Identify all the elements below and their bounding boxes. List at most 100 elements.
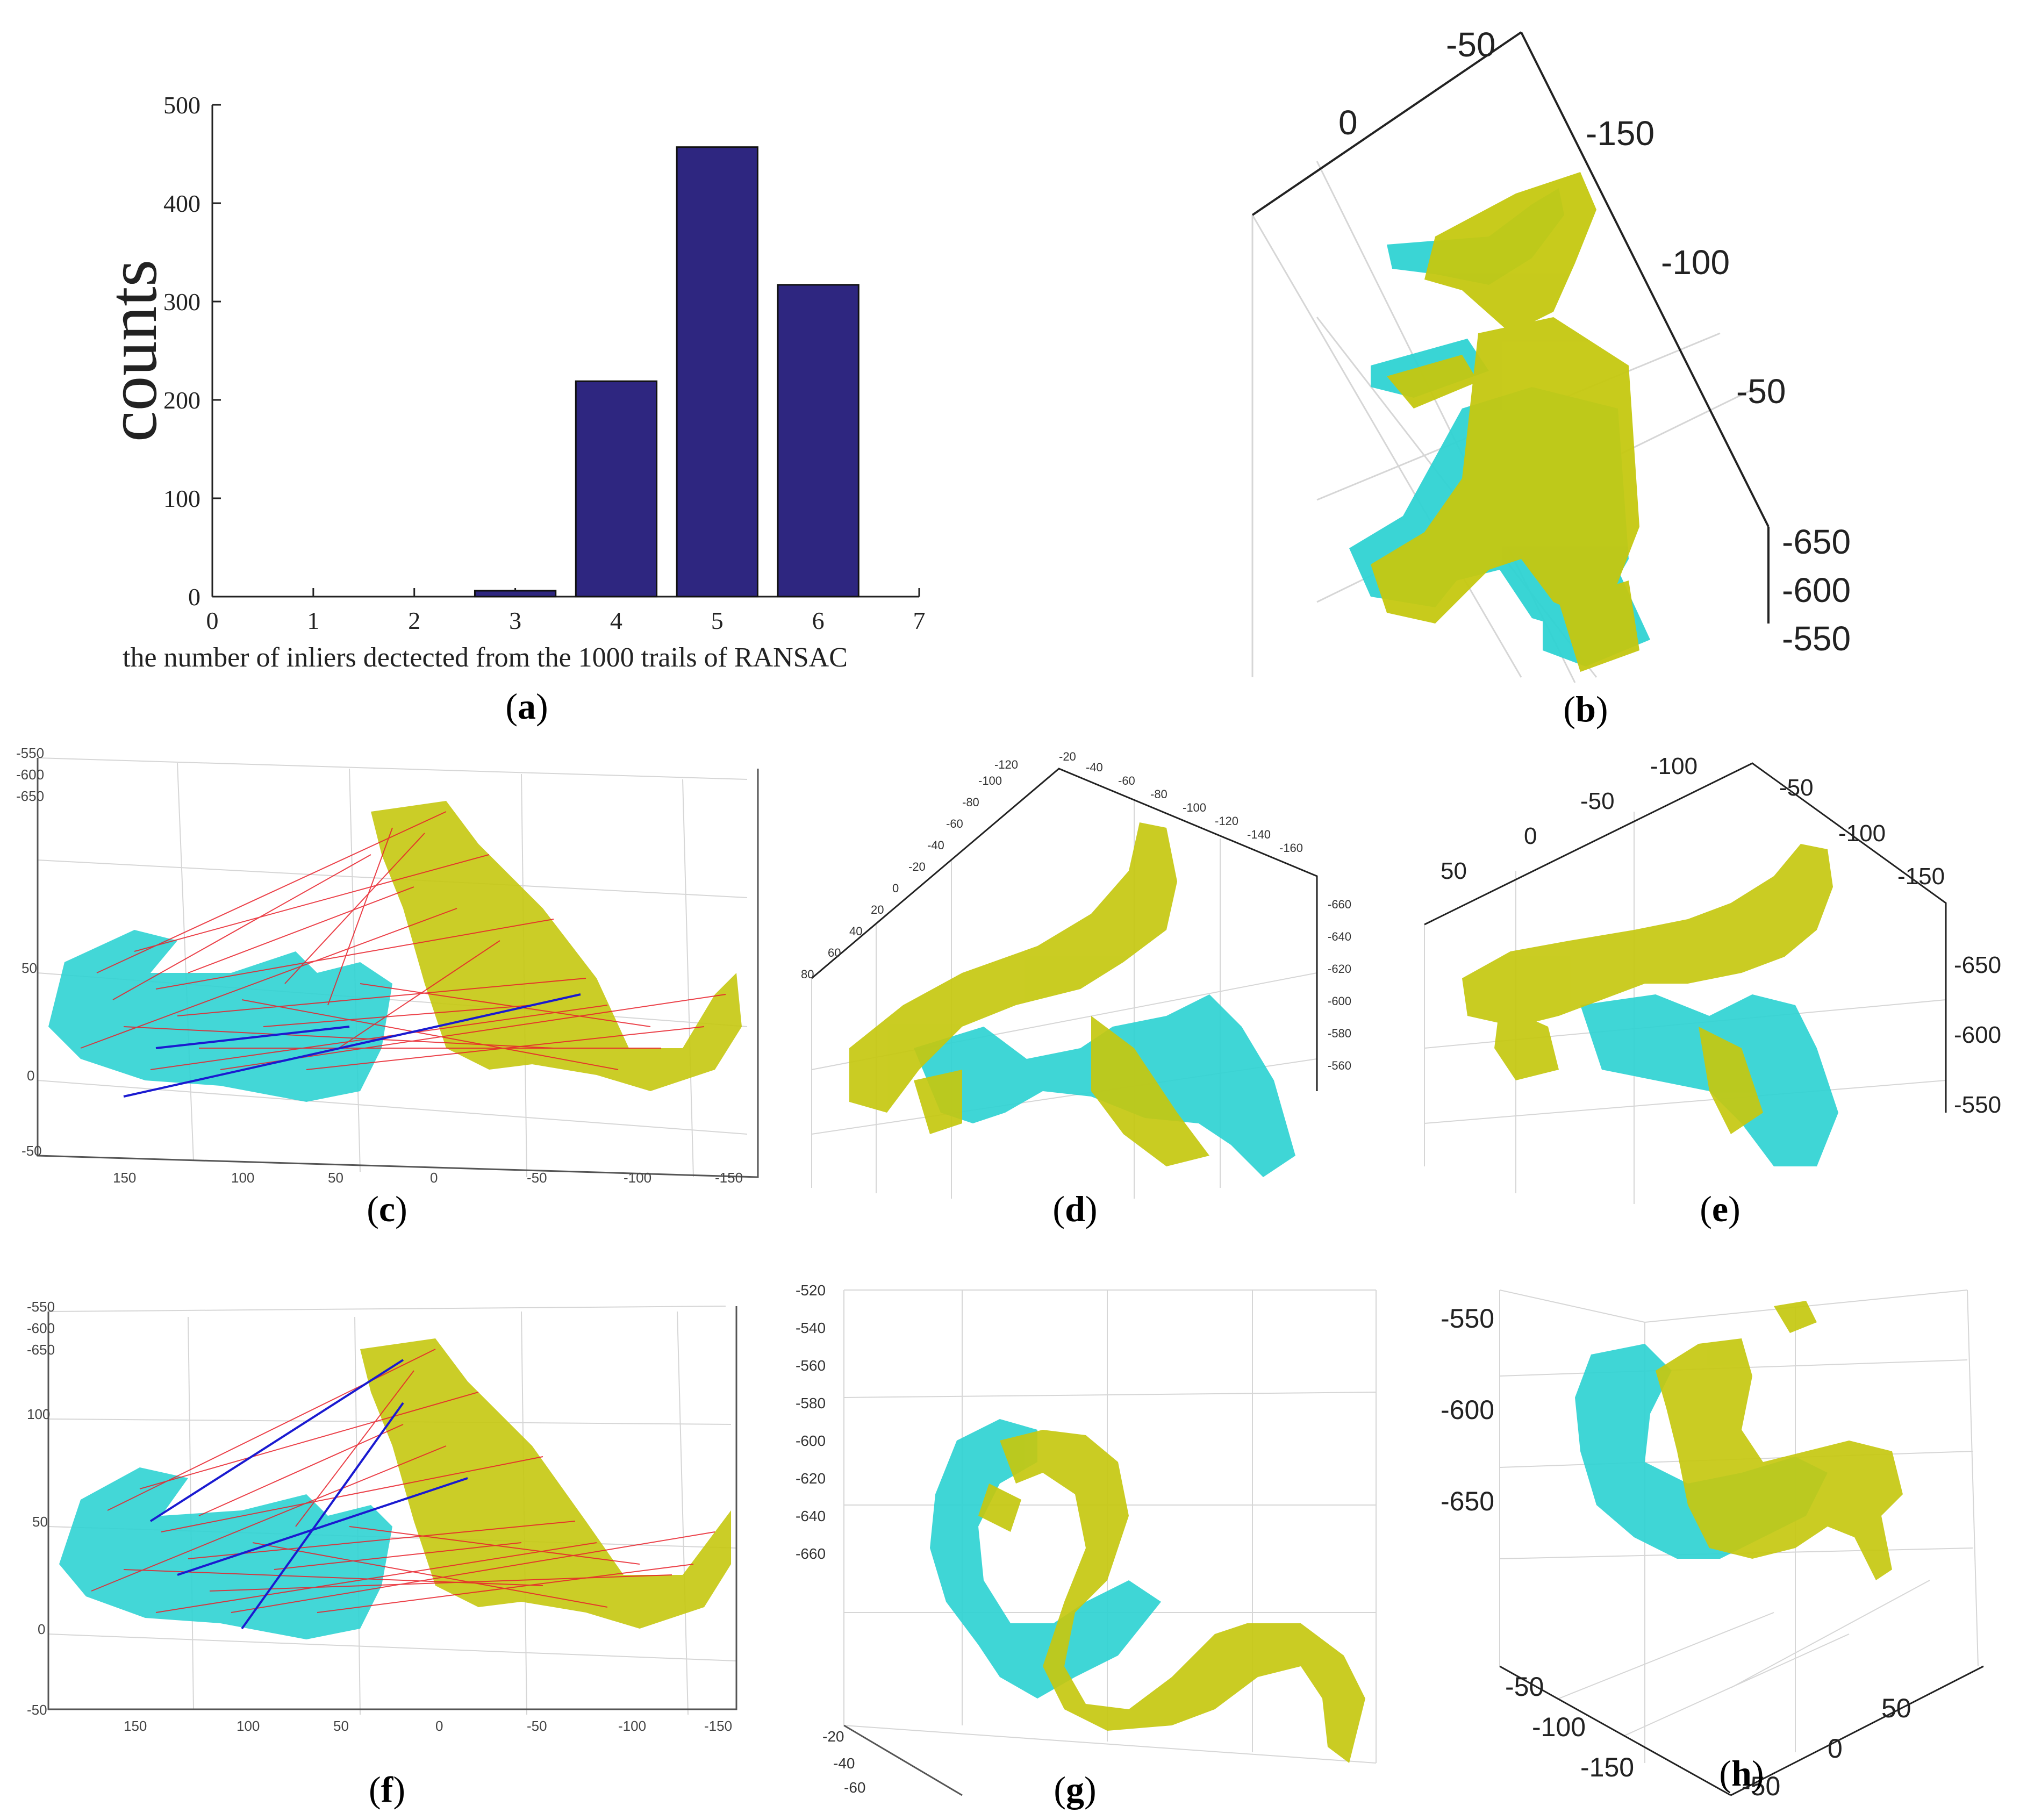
tick-f-11: -50 (527, 1718, 547, 1734)
tick-h-l2: -650 (1441, 1486, 1494, 1516)
x-tick-label: 6 (812, 607, 825, 634)
tick-e-l0: 50 (1441, 858, 1467, 884)
tick-g-l4: -600 (796, 1432, 826, 1449)
tick-f-12: -100 (618, 1718, 646, 1734)
point-cloud-b: -50 0 -150 -100 -50 -650 -600 -550 (1251, 25, 1851, 683)
tick-d-r3: -600 (1328, 994, 1351, 1008)
tick-e-r2: -550 (1954, 1092, 2001, 1118)
tick-c-9: 0 (430, 1170, 438, 1186)
inliers-c (123, 993, 581, 1098)
x-tick-label: 0 (206, 607, 219, 634)
tick-labels-e: 50 0 -50 -100 -50 -100 -150 -650 -600 -5… (1441, 753, 2001, 1118)
tick-e-l2: -50 (1580, 788, 1615, 814)
tick-d-t4: -100 (1183, 801, 1206, 814)
point-cloud-h: -550 -600 -650 -50 -100 -150 50 0 -50 (1441, 1289, 1984, 1801)
tick-h-l1: -600 (1441, 1395, 1494, 1425)
dino-cyan-c (48, 930, 392, 1102)
caption-g: (g) (1054, 1769, 1097, 1810)
histogram-bar (676, 146, 758, 598)
panel-f: -550 -600 -650 100 50 0 -50 150 100 50 0… (16, 1295, 769, 1810)
tick-c-10: -50 (527, 1170, 547, 1186)
axes-d (811, 768, 1318, 1091)
tick-d-t5: -120 (1215, 814, 1238, 828)
tick-c-7: 100 (231, 1170, 254, 1186)
tick-e-rt0: -50 (1779, 775, 1814, 801)
tick-labels-h: -550 -600 -650 -50 -100 -150 50 0 -50 (1441, 1303, 1911, 1801)
caption-b: (b) (1563, 689, 1608, 729)
tick-d-l9: 60 (828, 946, 841, 959)
tick-c-1: -600 (16, 766, 44, 783)
tick-f-13: -150 (704, 1718, 732, 1734)
y-tick-label: 0 (188, 583, 200, 611)
dino-yellow-b (1371, 172, 1639, 672)
caption-h: (h) (1719, 1753, 1764, 1794)
tick-e-rt2: -150 (1897, 863, 1945, 890)
tick-d-l10: 80 (801, 968, 814, 981)
x-tick-label: 1 (307, 607, 319, 634)
caption-d: (d) (1052, 1188, 1098, 1229)
tick-e-r1: -600 (1954, 1022, 2001, 1048)
panel-a: 0 100 200 300 400 500 0 1 2 3 4 5 6 7 the number of in… (0, 0, 1021, 727)
dino-cyan-f (59, 1467, 392, 1639)
tick-d-l2: -80 (962, 796, 979, 809)
tick-b-2: -150 (1586, 114, 1654, 153)
tick-g-l6: -640 (796, 1508, 826, 1524)
tick-d-r0: -660 (1328, 898, 1351, 911)
tick-b-7: -550 (1782, 619, 1851, 658)
tick-g-l7: -660 (796, 1545, 826, 1562)
tick-c-12: -150 (715, 1170, 743, 1186)
dino-yellow-f (360, 1338, 731, 1629)
tick-labels-f: -550 -600 -650 100 50 0 -50 150 100 50 0… (27, 1299, 732, 1734)
tick-e-r0: -650 (1954, 952, 2001, 978)
tick-g-b2: -60 (844, 1779, 865, 1796)
tick-f-3: 100 (27, 1406, 50, 1422)
x-tick-label: 5 (711, 607, 724, 634)
tick-labels-d: -120 -100 -80 -60 -40 -20 0 20 40 60 80 … (801, 750, 1351, 1072)
x-axis-label: the number of inliers dectected from the… (123, 642, 848, 673)
tick-g-b0: -20 (822, 1728, 844, 1745)
y-tick-label: 300 (163, 288, 200, 316)
tick-d-l4: -40 (927, 839, 944, 852)
y-tick-label: 200 (163, 386, 200, 414)
x-tick-label: 3 (509, 607, 521, 634)
panel-h: -550 -600 -650 -50 -100 -150 50 0 -50 (h… (1419, 1279, 2016, 1801)
tick-h-br1: 0 (1828, 1733, 1843, 1764)
caption-f: (f) (369, 1769, 405, 1810)
matches-f (91, 1349, 715, 1613)
tick-d-t1: -40 (1086, 761, 1103, 774)
tick-c-0: -550 (16, 745, 44, 761)
tick-c-4: 0 (27, 1067, 34, 1084)
tick-c-2: -650 (16, 788, 44, 804)
x-tick-label: 2 (408, 607, 420, 634)
tick-d-l7: 20 (871, 903, 884, 916)
tick-g-l5: -620 (796, 1470, 826, 1487)
tick-e-l1: 0 (1524, 823, 1537, 849)
tick-b-0: -50 (1446, 25, 1496, 64)
tick-f-2: -650 (27, 1342, 55, 1358)
tick-g-l3: -580 (796, 1395, 826, 1411)
panel-b: -50 0 -150 -100 -50 -650 -600 -550 (b) (1209, 25, 2016, 729)
dino-yellow-d (849, 822, 1209, 1166)
point-cloud-f: -550 -600 -650 100 50 0 -50 150 100 50 0… (27, 1299, 737, 1734)
dino-yellow-g (978, 1430, 1365, 1763)
histogram-bar (575, 380, 658, 598)
inliers-f (149, 1359, 468, 1630)
axes-e (1424, 762, 1947, 1113)
tick-b-3: -100 (1661, 243, 1730, 282)
tick-d-r5: -560 (1328, 1059, 1351, 1072)
histogram-chart: 0 100 200 300 400 500 0 1 2 3 4 5 6 7 the number of in… (94, 91, 926, 673)
tick-h-bl2: -150 (1580, 1752, 1634, 1782)
matches-c (80, 811, 726, 1070)
axes-b (1251, 31, 1770, 624)
tick-f-9: 50 (333, 1718, 349, 1734)
tick-f-10: 0 (435, 1718, 443, 1734)
axes-c (37, 758, 759, 1178)
x-tick-label: 4 (610, 607, 622, 634)
point-cloud-e: 50 0 -50 -100 -50 -100 -150 -650 -600 -5… (1424, 753, 2001, 1204)
tick-f-5: 0 (38, 1621, 45, 1637)
caption-c: (c) (367, 1188, 407, 1229)
tick-b-5: -650 (1782, 522, 1851, 561)
tick-h-bl1: -100 (1532, 1712, 1586, 1742)
axes-g (843, 1724, 963, 1796)
point-cloud-d: -120 -100 -80 -60 -40 -20 0 20 40 60 80 … (801, 750, 1351, 1199)
